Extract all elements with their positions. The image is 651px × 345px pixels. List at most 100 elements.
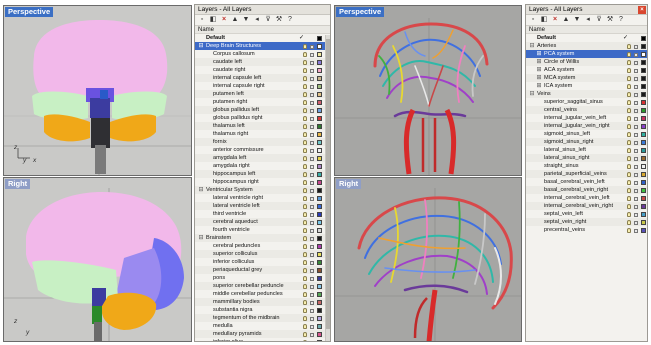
expand-icon[interactable]: ⊞: [536, 83, 542, 89]
layer-row[interactable]: basal_cerebral_vein_left: [526, 178, 647, 186]
visibility-bulb-icon[interactable]: [303, 59, 307, 65]
lock-icon[interactable]: [310, 140, 314, 145]
layer-row[interactable]: ⊟ Arteries: [526, 42, 647, 50]
layers-panel-right[interactable]: Layers - All Layers × ▫ ◧ × ▲ ▼ ◂ ⊽ ⚒? Name Def…: [525, 4, 648, 342]
layer-row[interactable]: parietal_superficial_veins: [526, 170, 647, 178]
expand-icon[interactable]: ⊞: [536, 51, 542, 57]
layer-row[interactable]: hippocampus right: [195, 178, 330, 186]
layer-color-swatch[interactable]: [641, 131, 646, 137]
lock-icon[interactable]: [634, 164, 638, 169]
help-icon[interactable]: ?: [288, 16, 292, 23]
move-to-parent-icon[interactable]: ◂: [255, 16, 259, 23]
layer-row[interactable]: caudate right: [195, 66, 330, 74]
visibility-bulb-icon[interactable]: [303, 139, 307, 145]
new-layer-icon[interactable]: ▫: [200, 16, 204, 23]
lock-icon[interactable]: [310, 188, 314, 193]
lock-icon[interactable]: [310, 148, 314, 153]
layer-row[interactable]: ⊟ Deep Brain Structures: [195, 42, 330, 50]
layer-color-swatch[interactable]: [641, 83, 646, 89]
right-viewport-left[interactable]: Right z y: [3, 177, 192, 342]
layer-row[interactable]: lateral_sinus_left: [526, 146, 647, 154]
lock-icon[interactable]: [310, 236, 314, 241]
layer-row[interactable]: precentral_veins: [526, 226, 647, 234]
visibility-bulb-icon[interactable]: [627, 139, 631, 145]
lock-icon[interactable]: [634, 76, 638, 81]
delete-icon[interactable]: ×: [221, 16, 227, 23]
lock-icon[interactable]: [634, 188, 638, 193]
move-up-icon[interactable]: ▲: [231, 16, 239, 23]
layer-row[interactable]: internal capsule right: [195, 82, 330, 90]
visibility-bulb-icon[interactable]: [627, 59, 631, 65]
lock-icon[interactable]: [310, 124, 314, 129]
layer-row[interactable]: ⊟ Ventricular System: [195, 186, 330, 194]
layer-row[interactable]: third ventricle: [195, 210, 330, 218]
visibility-bulb-icon[interactable]: [303, 291, 307, 297]
lock-icon[interactable]: [310, 300, 314, 305]
layer-color-swatch[interactable]: [317, 115, 322, 121]
new-sublayer-icon[interactable]: ◧: [209, 16, 217, 23]
lock-icon[interactable]: [310, 116, 314, 121]
move-to-parent-icon[interactable]: ◂: [586, 16, 590, 23]
layer-row[interactable]: periaqueductal grey: [195, 266, 330, 274]
layer-color-swatch[interactable]: [317, 131, 322, 137]
column-header-name[interactable]: Name: [526, 26, 647, 34]
layer-color-swatch[interactable]: [641, 211, 646, 217]
visibility-bulb-icon[interactable]: [303, 299, 307, 305]
viewport-title[interactable]: Right: [5, 179, 31, 189]
layer-row[interactable]: sigmoid_sinus_right: [526, 138, 647, 146]
layer-row[interactable]: cerebral peduncles: [195, 242, 330, 250]
layer-color-swatch[interactable]: [641, 51, 646, 57]
layer-row[interactable]: caudate left: [195, 58, 330, 66]
right-viewport-right[interactable]: Right: [334, 177, 522, 342]
lock-icon[interactable]: [634, 124, 638, 129]
visibility-bulb-icon[interactable]: [303, 107, 307, 113]
layer-color-swatch[interactable]: [317, 243, 322, 249]
lock-icon[interactable]: [634, 52, 638, 57]
layer-color-swatch[interactable]: [317, 331, 322, 337]
scrollbar-thumb[interactable]: [326, 39, 330, 329]
layer-row[interactable]: amygdala right: [195, 162, 330, 170]
delete-icon[interactable]: ×: [552, 16, 558, 23]
layer-color-swatch[interactable]: [641, 43, 646, 49]
visibility-bulb-icon[interactable]: [627, 163, 631, 169]
visibility-bulb-icon[interactable]: [303, 51, 307, 57]
viewport-title[interactable]: Right: [336, 179, 362, 189]
layer-color-swatch[interactable]: [317, 75, 322, 81]
visibility-bulb-icon[interactable]: [627, 227, 631, 233]
visibility-bulb-icon[interactable]: [627, 75, 631, 81]
close-icon[interactable]: ×: [638, 6, 646, 14]
layer-color-swatch[interactable]: [641, 91, 646, 97]
layer-row[interactable]: lateral_sinus_right: [526, 154, 647, 162]
visibility-bulb-icon[interactable]: [303, 219, 307, 225]
visibility-bulb-icon[interactable]: [303, 91, 307, 97]
visibility-bulb-icon[interactable]: [303, 131, 307, 137]
lock-icon[interactable]: [310, 196, 314, 201]
layer-row[interactable]: hippocampus left: [195, 170, 330, 178]
layer-row[interactable]: Default ✓: [195, 34, 330, 42]
layer-row[interactable]: fourth ventricle: [195, 226, 330, 234]
layer-row[interactable]: globus pallidus left: [195, 106, 330, 114]
visibility-bulb-icon[interactable]: [627, 171, 631, 177]
viewport-title[interactable]: Perspective: [336, 7, 385, 17]
layer-row[interactable]: straight_sinus: [526, 162, 647, 170]
layer-row[interactable]: ⊟ Brainstem: [195, 234, 330, 242]
viewport-title[interactable]: Perspective: [5, 7, 54, 17]
lock-icon[interactable]: [310, 268, 314, 273]
layer-color-swatch[interactable]: [317, 211, 322, 217]
layer-row[interactable]: sigmoid_sinus_left: [526, 130, 647, 138]
layer-color-swatch[interactable]: [317, 179, 322, 185]
layer-row[interactable]: fornix: [195, 138, 330, 146]
move-down-icon[interactable]: ▼: [242, 16, 250, 23]
layer-row[interactable]: ⊞ Circle of Willis: [526, 58, 647, 66]
layer-row[interactable]: inferior colliculus: [195, 258, 330, 266]
lock-icon[interactable]: [310, 92, 314, 97]
expand-icon[interactable]: ⊞: [536, 75, 542, 81]
layer-color-swatch[interactable]: [641, 163, 646, 169]
visibility-bulb-icon[interactable]: [627, 195, 631, 201]
lock-icon[interactable]: [310, 44, 314, 49]
layer-color-swatch[interactable]: [317, 67, 322, 73]
lock-icon[interactable]: [310, 100, 314, 105]
layers-panel-left[interactable]: Layers - All Layers ▫ ◧ × ▲ ▼ ◂ ⊽ ⚒? Name Defau…: [194, 4, 331, 342]
visibility-bulb-icon[interactable]: [303, 339, 307, 341]
visibility-bulb-icon[interactable]: [303, 187, 307, 193]
